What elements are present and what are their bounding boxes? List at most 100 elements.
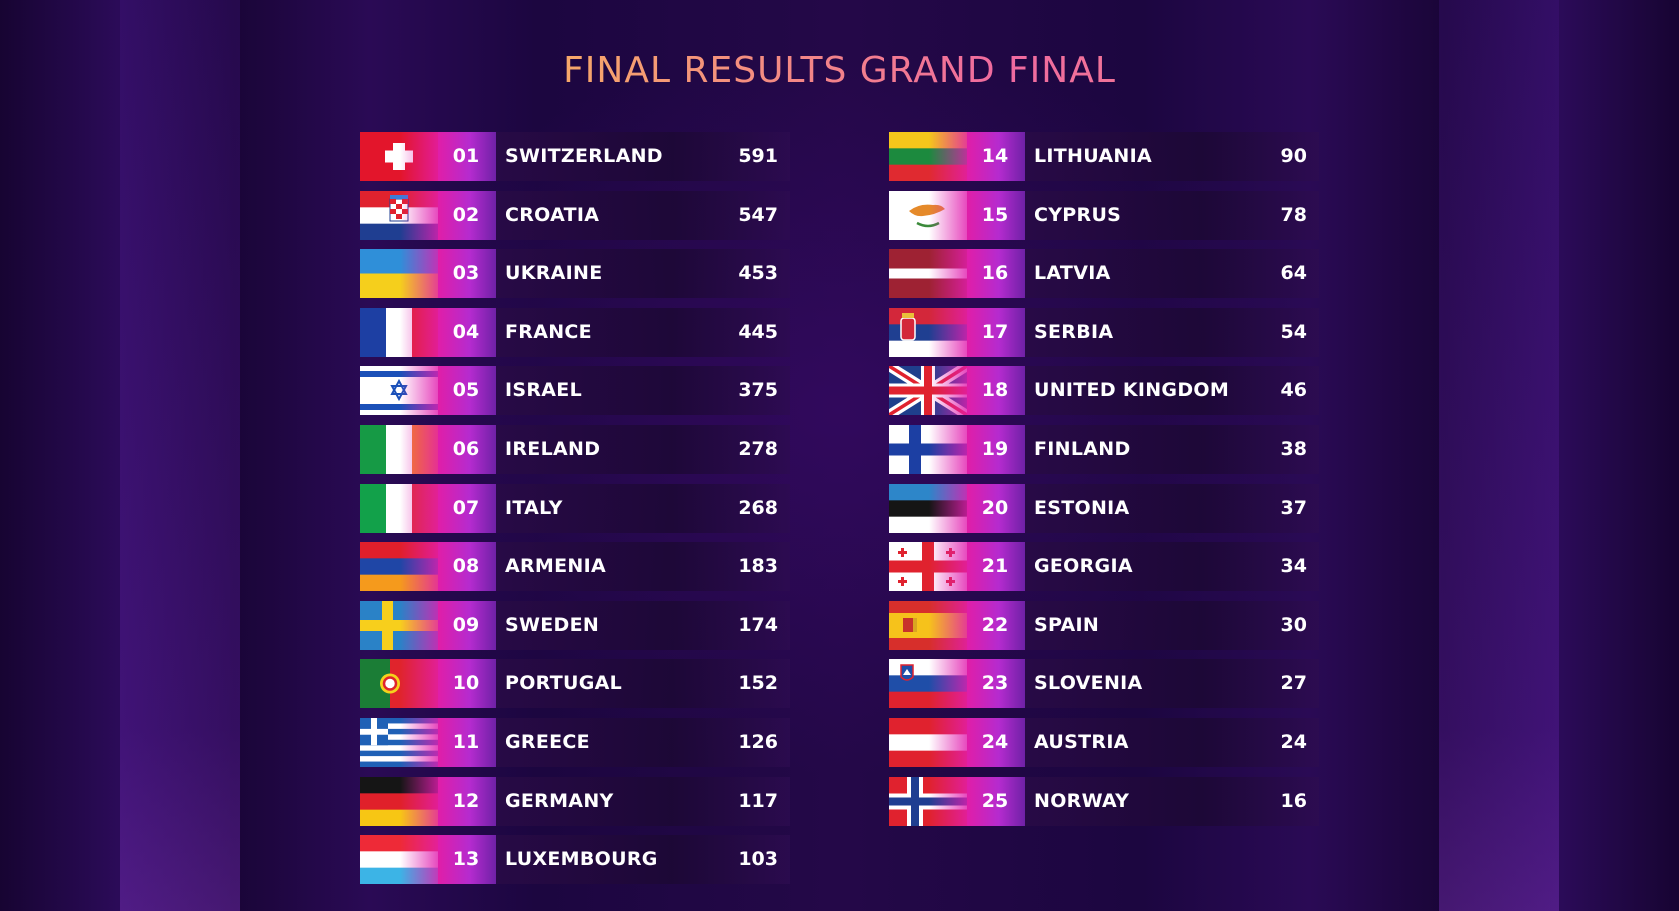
ukraine-flag-icon [360, 249, 438, 299]
result-row: 10 PORTUGAL 152 [360, 659, 790, 709]
rank-number: 08 [452, 555, 480, 578]
rank-number: 14 [981, 145, 1009, 167]
latvia-flag-icon [889, 249, 967, 299]
country-bar [1025, 483, 1319, 533]
country-bar [1025, 307, 1319, 357]
serbia-flag-icon [889, 307, 967, 357]
rank-badge [967, 717, 1025, 767]
country-bar [1025, 132, 1319, 181]
lithuania-flag-icon [889, 132, 967, 181]
sweden-flag-icon [360, 600, 438, 650]
portugal-flag-icon [360, 659, 438, 709]
rank-badge [967, 190, 1025, 240]
page-title: FINAL RESULTS GRAND FINAL [0, 50, 1679, 91]
rank-number: 23 [981, 672, 1009, 695]
result-row: 21 GEORGIA 34 [889, 542, 1319, 592]
result-row: 05 ISRAEL 375 [360, 366, 790, 416]
rank-number: 11 [452, 730, 480, 753]
ireland-flag-icon [360, 424, 438, 474]
rank-badge [438, 190, 496, 240]
result-row: 18 UNITED KINGDOM 46 [889, 366, 1319, 416]
country-bar [496, 600, 790, 650]
rank-number: 15 [981, 203, 1009, 226]
country-bar [496, 424, 790, 474]
rank-number: 06 [452, 437, 480, 460]
rank-number: 13 [452, 848, 480, 871]
points-value: 78 [1280, 203, 1307, 226]
country-bar [496, 659, 790, 709]
country-name: CROATIA [505, 203, 600, 226]
rank-badge [438, 600, 496, 650]
norway-flag-icon [889, 776, 967, 826]
country-name: ARMENIA [505, 555, 606, 578]
country-name: SPAIN [1034, 613, 1100, 636]
country-name: SERBIA [1034, 320, 1114, 343]
points-value: 174 [738, 613, 778, 636]
rank-number: 10 [452, 672, 480, 695]
country-bar [1025, 249, 1319, 299]
italy-flag-icon [360, 483, 438, 533]
rank-badge [438, 132, 496, 181]
country-name: GEORGIA [1034, 555, 1133, 578]
rank-number: 25 [981, 789, 1009, 812]
rank-badge [438, 717, 496, 767]
country-name: PORTUGAL [505, 672, 623, 695]
result-row: 20 ESTONIA 37 [889, 483, 1319, 533]
result-row: 15 CYPRUS 78 [889, 190, 1319, 240]
points-value: 152 [738, 672, 778, 695]
country-name: ISRAEL [505, 379, 582, 402]
country-bar [496, 835, 790, 885]
result-row: 17 SERBIA 54 [889, 307, 1319, 357]
results-column-right: 14 LITHUANIA 90 15 CYPRUS 78 16 LATVIA 6… [889, 132, 1319, 835]
points-value: 375 [738, 379, 778, 402]
cyprus-flag-icon [889, 190, 967, 240]
rank-badge [967, 424, 1025, 474]
country-name: AUSTRIA [1034, 730, 1129, 753]
points-value: 34 [1280, 555, 1307, 578]
points-value: 27 [1280, 672, 1307, 695]
country-name: ITALY [505, 496, 563, 519]
result-row: 11 GREECE 126 [360, 717, 790, 767]
rank-badge [438, 366, 496, 416]
points-value: 117 [738, 789, 778, 812]
country-name: FRANCE [505, 320, 592, 343]
country-name: FINLAND [1034, 437, 1131, 460]
rank-badge [967, 600, 1025, 650]
rank-number: 05 [452, 379, 480, 402]
country-name: NORWAY [1034, 789, 1130, 812]
points-value: 183 [738, 555, 778, 578]
country-name: LUXEMBOURG [505, 848, 658, 871]
result-row: 07 ITALY 268 [360, 483, 790, 533]
country-name: UNITED KINGDOM [1034, 379, 1230, 402]
country-name: IRELAND [505, 437, 601, 460]
rank-number: 01 [452, 145, 480, 167]
country-name: SWITZERLAND [505, 145, 663, 167]
rank-number: 16 [981, 262, 1009, 285]
country-bar [1025, 190, 1319, 240]
rank-badge [967, 659, 1025, 709]
slovenia-flag-icon [889, 659, 967, 709]
rank-number: 20 [981, 496, 1009, 519]
rank-number: 02 [452, 203, 480, 226]
rank-number: 22 [981, 613, 1009, 636]
rank-badge [438, 307, 496, 357]
points-value: 54 [1280, 320, 1307, 343]
rank-number: 24 [981, 730, 1009, 753]
result-row: 13 LUXEMBOURG 103 [360, 835, 790, 885]
rank-number: 07 [452, 496, 480, 519]
points-value: 46 [1280, 379, 1307, 402]
points-value: 591 [738, 145, 778, 167]
armenia-flag-icon [360, 542, 438, 592]
result-row: 23 SLOVENIA 27 [889, 659, 1319, 709]
country-bar [1025, 717, 1319, 767]
points-value: 30 [1280, 613, 1307, 636]
country-bar [1025, 776, 1319, 826]
rank-badge [438, 542, 496, 592]
points-value: 16 [1280, 789, 1307, 812]
spain-flag-icon [889, 600, 967, 650]
rank-number: 18 [981, 379, 1009, 402]
rank-badge [438, 659, 496, 709]
points-value: 37 [1280, 496, 1307, 519]
points-value: 90 [1280, 145, 1307, 167]
rank-number: 17 [981, 320, 1009, 343]
